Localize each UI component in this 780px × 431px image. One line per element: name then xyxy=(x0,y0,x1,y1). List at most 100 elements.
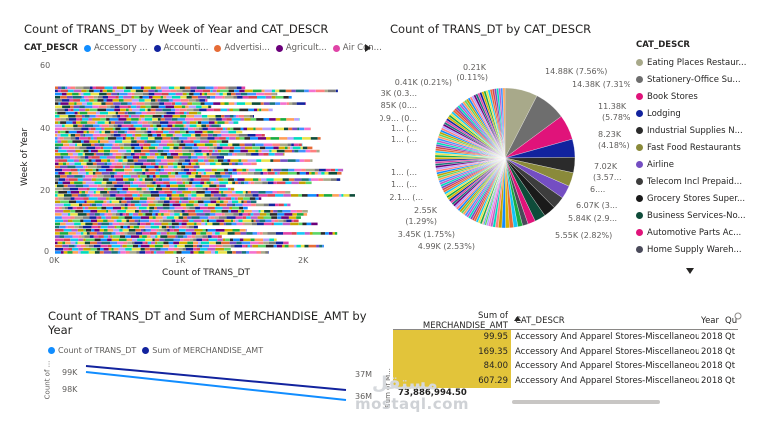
bar-segment xyxy=(99,89,103,93)
bar-segment xyxy=(263,203,269,207)
bar-segment xyxy=(219,187,228,191)
y-right-tick-37m: 37M xyxy=(355,370,373,379)
bar-segment xyxy=(318,178,324,181)
bar-segment xyxy=(154,89,158,93)
table-row[interactable]: 99.95 Accessory And Apparel Stores-Misce… xyxy=(393,330,738,345)
legend-item-lodging[interactable]: Lodging xyxy=(636,105,746,122)
info-icon[interactable] xyxy=(734,312,742,320)
bar-segment xyxy=(75,210,84,213)
stacked-bar-plot[interactable] xyxy=(55,64,375,254)
legend-item-sum-merch[interactable]: Sum of MERCHANDISE_AMT xyxy=(142,346,263,355)
bar-segment xyxy=(246,232,253,235)
bar-segment xyxy=(241,210,245,213)
bar-segment xyxy=(111,92,118,96)
bar-segment xyxy=(242,96,249,99)
legend-item-agricultural[interactable]: Agricult... xyxy=(275,43,327,53)
legend-item-eating-places[interactable]: Eating Places Restaur... xyxy=(636,54,746,71)
bar-segment xyxy=(140,86,144,90)
bar-segment xyxy=(215,203,220,207)
col-header-quarter[interactable]: Qu xyxy=(725,316,738,326)
bar-segment xyxy=(82,206,85,210)
bar-segment xyxy=(168,86,175,90)
bar-segment xyxy=(102,194,111,197)
bar-segment xyxy=(142,96,149,99)
pie-chart[interactable]: 14.88K (7.56%)14.38K (7.31%)11.38K(5.78%… xyxy=(380,58,630,258)
bar-segment xyxy=(172,140,177,143)
legend-item-air-conditioning[interactable]: Air Con... xyxy=(332,43,382,53)
bar-segment xyxy=(207,134,213,137)
bar-segment xyxy=(171,197,180,200)
legend-item-accounting[interactable]: Accounti... xyxy=(153,43,208,53)
bar-segment xyxy=(224,213,234,216)
line-chart[interactable] xyxy=(80,360,350,405)
bar-segment xyxy=(126,191,130,194)
bar-segment xyxy=(231,92,236,96)
bar-segment xyxy=(166,232,170,235)
bar-segment xyxy=(166,111,175,115)
triangle-right-icon[interactable] xyxy=(364,44,372,52)
legend-item-industrial-supplies[interactable]: Industrial Supplies N... xyxy=(636,122,746,139)
table-row[interactable]: 84.00 Accessory And Apparel Stores-Misce… xyxy=(393,359,738,374)
bar-segment xyxy=(191,162,196,166)
bar-segment xyxy=(67,225,75,229)
legend-item-home-supply[interactable]: Home Supply Wareh... xyxy=(636,241,746,258)
legend-item-fast-food[interactable]: Fast Food Restaurants xyxy=(636,139,746,156)
col-header-cat-descr[interactable]: CAT_DESCR xyxy=(515,316,565,326)
triangle-down-icon[interactable] xyxy=(686,268,694,274)
bar-segment xyxy=(261,159,271,162)
bar-segment xyxy=(179,127,185,131)
legend-item-count-trans[interactable]: Count of TRANS_DT xyxy=(48,346,136,355)
bar-segment xyxy=(155,146,158,150)
bar-segment xyxy=(316,244,320,248)
legend-item-airline[interactable]: Airline xyxy=(636,156,746,173)
horizontal-scrollbar[interactable] xyxy=(512,400,660,404)
bar-segment xyxy=(96,187,104,191)
col-header-year[interactable]: Year xyxy=(701,316,719,326)
pie-slice[interactable] xyxy=(502,87,506,159)
bar-segment xyxy=(71,194,78,197)
bar-segment xyxy=(142,232,150,235)
bar-segment xyxy=(96,137,105,140)
bar-segment xyxy=(70,191,80,194)
bar-segment xyxy=(141,118,145,121)
bar-segment xyxy=(166,156,174,159)
bar-segment xyxy=(89,213,95,216)
bar-segment xyxy=(258,137,266,140)
bar-segment xyxy=(265,244,274,248)
pie-data-label: 7.02K xyxy=(594,162,618,171)
bar-segment xyxy=(294,178,302,181)
bar-segment xyxy=(100,184,106,188)
table-row[interactable]: 607.29 Accessory And Apparel Stores-Misc… xyxy=(393,373,738,388)
bar-segment xyxy=(196,86,206,90)
bar-segment xyxy=(61,206,65,210)
bar-segment xyxy=(58,149,67,153)
legend-item-grocery[interactable]: Grocery Stores Super... xyxy=(636,190,746,207)
bar-segment xyxy=(172,99,181,102)
legend-item-automotive-parts[interactable]: Automotive Parts Ac... xyxy=(636,224,746,241)
legend-item-advertising[interactable]: Advertisi... xyxy=(214,43,270,53)
bar-segment xyxy=(205,222,208,226)
bar-segment xyxy=(302,194,308,197)
bar-segment xyxy=(67,159,74,162)
bar-segment xyxy=(159,238,165,242)
bar-segment xyxy=(205,187,208,191)
legend-item-business-services[interactable]: Business Services-No... xyxy=(636,207,746,224)
pie-data-label: 6.07K (3... xyxy=(576,201,617,210)
bar-segment xyxy=(251,203,256,207)
legend-item-stationery[interactable]: Stationery-Office Su... xyxy=(636,71,746,88)
bar-segment xyxy=(245,229,247,232)
bar-segment xyxy=(114,172,117,175)
bar-segment xyxy=(114,159,119,162)
legend-item-telecom[interactable]: Telecom Incl Prepaid... xyxy=(636,173,746,190)
pie-data-label: 1... (... xyxy=(391,168,417,177)
bar-segment xyxy=(121,200,127,204)
col-header-sum-merch[interactable]: Sum of MERCHANDISE_AMT xyxy=(422,311,508,331)
bar-segment xyxy=(83,130,87,134)
bar-segment xyxy=(123,143,131,147)
bar-segment xyxy=(236,115,239,118)
legend-item-book-stores[interactable]: Book Stores xyxy=(636,88,746,105)
sort-ascending-icon[interactable] xyxy=(514,316,521,321)
legend-item-accessory[interactable]: Accessory ... xyxy=(83,43,148,53)
table-row[interactable]: 169.35 Accessory And Apparel Stores-Misc… xyxy=(393,344,738,359)
bar-segment xyxy=(237,153,246,156)
